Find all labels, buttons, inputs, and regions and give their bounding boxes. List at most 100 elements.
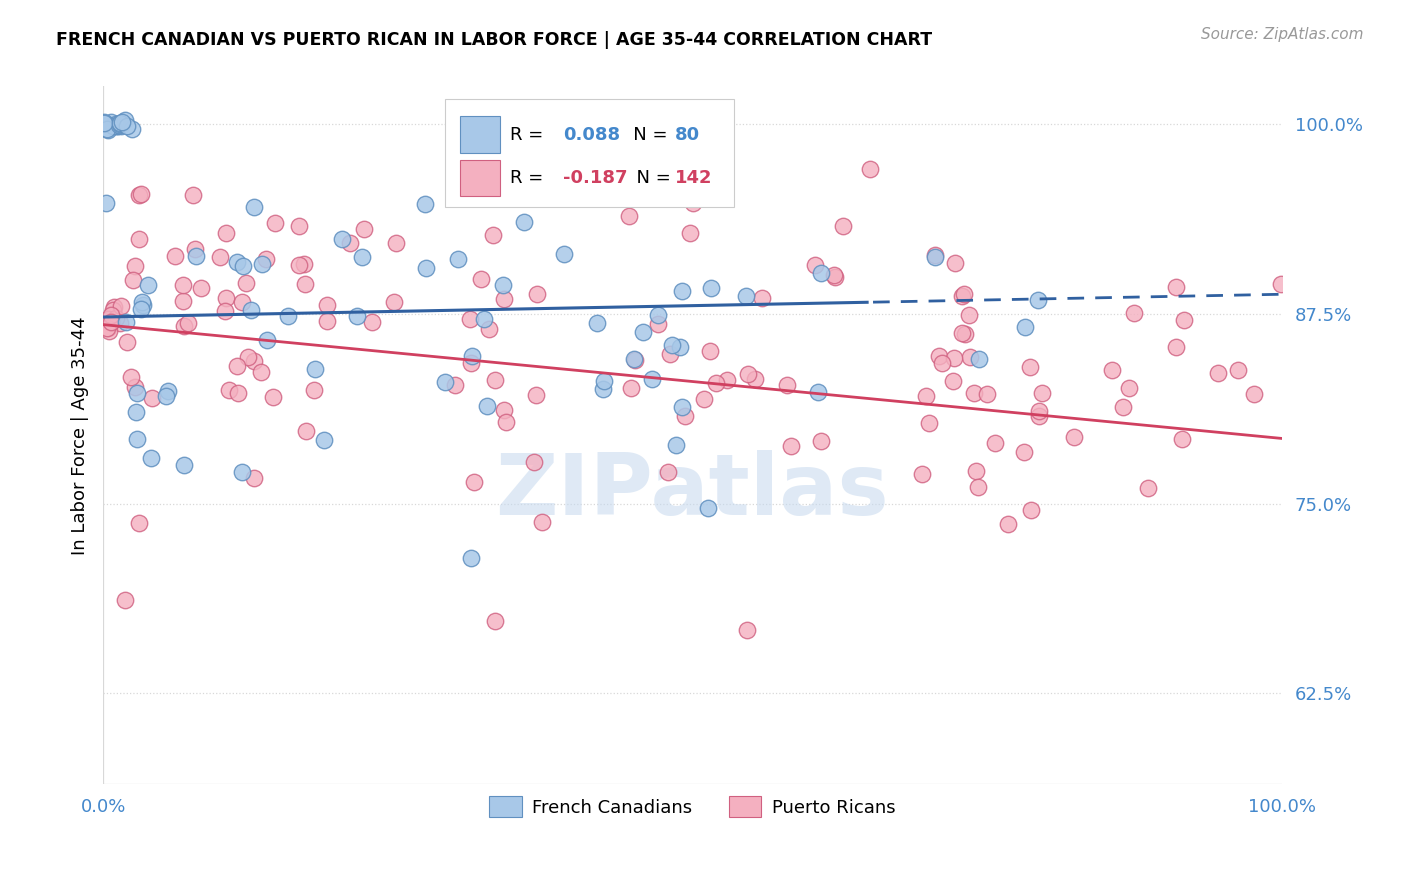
- Point: [647, 308, 669, 322]
- Point: [735, 624, 758, 638]
- Point: [115, 334, 138, 349]
- Point: [803, 258, 825, 272]
- Point: [121, 122, 143, 136]
- Point: [1028, 409, 1050, 423]
- Point: [352, 250, 374, 264]
- Point: [110, 316, 132, 330]
- Point: [963, 385, 986, 400]
- Point: [183, 242, 205, 256]
- Point: [121, 273, 143, 287]
- Point: [460, 551, 482, 566]
- Point: [110, 299, 132, 313]
- Point: [240, 302, 263, 317]
- Point: [744, 372, 766, 386]
- Point: [472, 312, 495, 326]
- Point: [931, 356, 953, 370]
- Point: [526, 286, 548, 301]
- Point: [1111, 401, 1133, 415]
- Point: [215, 226, 238, 240]
- Point: [943, 256, 966, 270]
- Point: [950, 326, 973, 341]
- Point: [125, 432, 148, 446]
- Point: [447, 252, 470, 266]
- Point: [125, 386, 148, 401]
- Point: [277, 309, 299, 323]
- Point: [911, 467, 934, 482]
- Point: [214, 304, 236, 318]
- Point: [243, 471, 266, 485]
- Point: [110, 116, 132, 130]
- Text: N =: N =: [626, 169, 676, 186]
- Text: -0.187: -0.187: [562, 169, 627, 186]
- Point: [108, 117, 131, 131]
- Point: [950, 289, 973, 303]
- Point: [952, 287, 974, 301]
- Point: [243, 354, 266, 368]
- Point: [97, 321, 120, 335]
- Point: [492, 402, 515, 417]
- Point: [256, 333, 278, 347]
- Point: [531, 516, 554, 530]
- Text: Source: ZipAtlas.com: Source: ZipAtlas.com: [1201, 27, 1364, 42]
- Point: [101, 118, 124, 132]
- Point: [623, 351, 645, 366]
- Point: [101, 303, 124, 318]
- Point: [1031, 386, 1053, 401]
- Point: [523, 455, 546, 469]
- Point: [780, 439, 803, 453]
- Point: [693, 392, 716, 406]
- Point: [105, 119, 128, 133]
- Point: [460, 356, 482, 370]
- Point: [1122, 306, 1144, 320]
- Point: [131, 294, 153, 309]
- Point: [1019, 503, 1042, 517]
- Point: [93, 115, 115, 129]
- Point: [751, 291, 773, 305]
- Point: [1171, 432, 1194, 446]
- Point: [641, 372, 664, 386]
- Point: [620, 381, 643, 395]
- Point: [1101, 363, 1123, 377]
- Point: [384, 235, 406, 250]
- Point: [110, 118, 132, 132]
- Point: [232, 259, 254, 273]
- Point: [659, 346, 682, 360]
- Point: [103, 119, 125, 133]
- Point: [665, 438, 688, 452]
- Point: [129, 302, 152, 317]
- Point: [97, 311, 120, 326]
- Point: [242, 200, 264, 214]
- Point: [481, 227, 503, 242]
- Point: [593, 374, 616, 388]
- Point: [512, 141, 534, 155]
- Point: [592, 382, 614, 396]
- Point: [810, 266, 832, 280]
- Point: [302, 383, 325, 397]
- Point: [316, 298, 339, 312]
- Point: [173, 458, 195, 472]
- Point: [461, 349, 484, 363]
- Text: ZIPatlas: ZIPatlas: [495, 450, 889, 533]
- Point: [114, 113, 136, 128]
- Point: [114, 593, 136, 607]
- Point: [330, 231, 353, 245]
- Point: [831, 219, 853, 233]
- Point: [231, 466, 253, 480]
- Point: [928, 349, 950, 363]
- Point: [492, 292, 515, 306]
- Text: R =: R =: [510, 169, 548, 186]
- Point: [254, 252, 277, 266]
- Point: [484, 614, 506, 628]
- Point: [475, 399, 498, 413]
- Point: [716, 373, 738, 387]
- Point: [699, 343, 721, 358]
- Legend: French Canadians, Puerto Ricans: French Canadians, Puerto Ricans: [482, 789, 903, 824]
- Point: [104, 117, 127, 131]
- Point: [141, 391, 163, 405]
- Point: [524, 388, 547, 402]
- Point: [671, 285, 693, 299]
- Point: [105, 310, 128, 325]
- Point: [141, 450, 163, 465]
- Point: [172, 277, 194, 292]
- Point: [983, 436, 1005, 450]
